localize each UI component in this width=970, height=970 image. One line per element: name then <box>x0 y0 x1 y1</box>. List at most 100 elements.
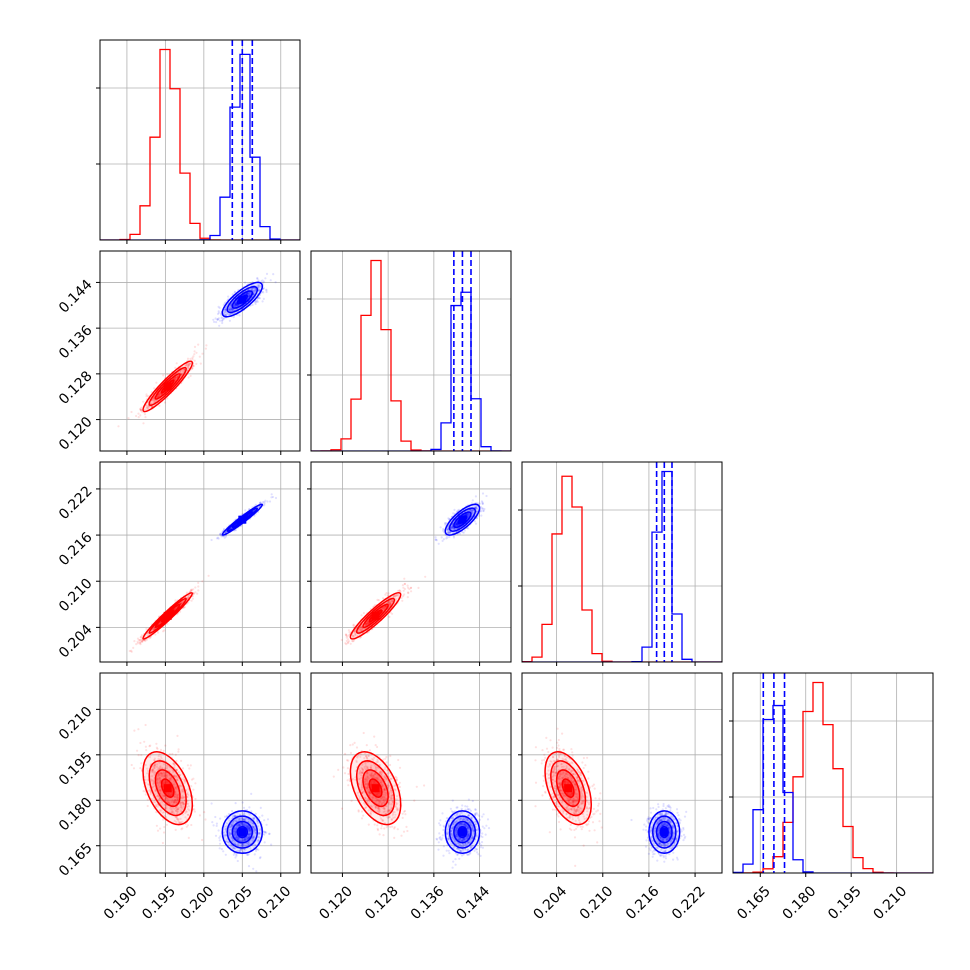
scatter-point <box>340 638 343 642</box>
histogram-step-series-0 <box>522 475 722 662</box>
scatter-point <box>402 586 405 589</box>
scatter-point <box>352 635 355 638</box>
scatter-point <box>270 496 273 499</box>
scatter-point <box>154 789 157 792</box>
scatter-point <box>231 308 234 312</box>
scatter-point <box>455 523 458 526</box>
scatter-point <box>262 297 265 300</box>
scatter-point <box>149 778 153 781</box>
scatter-point <box>444 523 447 526</box>
scatter-point <box>184 779 187 783</box>
scatter-point <box>181 813 184 816</box>
scatter-point <box>475 510 479 513</box>
scatter-point <box>146 772 149 775</box>
scatter-point <box>138 407 142 411</box>
scatter-point <box>160 772 163 775</box>
scatter-point <box>176 794 179 797</box>
scatter-point <box>189 764 192 767</box>
scatter-point <box>260 280 263 283</box>
scatter-point <box>187 596 190 599</box>
scatter-point <box>351 640 354 643</box>
scatter-point <box>257 289 261 292</box>
scatter-point <box>407 591 410 594</box>
scatter-point <box>187 376 190 379</box>
scatter-point <box>403 582 406 586</box>
scatter-point <box>224 531 227 534</box>
scatter-point <box>201 580 204 583</box>
scatter-point <box>182 778 186 781</box>
scatter-point <box>186 357 190 360</box>
scatter-point <box>389 603 392 606</box>
scatter-point <box>366 620 369 623</box>
scatter-point <box>366 622 369 625</box>
scatter-point <box>257 285 260 288</box>
scatter-point <box>192 355 195 358</box>
scatter-point <box>189 589 192 592</box>
scatter-point <box>152 769 155 772</box>
scatter-point <box>164 767 167 770</box>
scatter-point <box>181 807 184 810</box>
scatter-point <box>139 643 142 646</box>
scatter-point <box>480 514 483 517</box>
scatter-point <box>470 508 473 511</box>
scatter-point <box>174 366 177 369</box>
scatter-point <box>175 816 178 819</box>
scatter-point <box>254 288 257 291</box>
scatter-point <box>360 614 363 617</box>
scatter-point <box>229 303 233 306</box>
scatter-point <box>192 777 195 780</box>
scatter-point <box>220 535 223 538</box>
scatter-point <box>395 594 398 598</box>
scatter-point <box>194 797 197 801</box>
scatter-point <box>258 501 262 505</box>
scatter-point <box>442 529 445 532</box>
scatter-point <box>155 746 158 749</box>
scatter-point <box>456 509 459 512</box>
scatter-point <box>139 767 142 770</box>
scatter-point <box>143 639 146 642</box>
scatter-point <box>143 408 146 411</box>
scatter-point <box>234 304 238 307</box>
scatter-point <box>227 295 230 298</box>
scatter-point <box>147 405 150 408</box>
scatter-point <box>234 303 237 306</box>
scatter-point <box>256 277 259 280</box>
scatter-point <box>174 790 177 793</box>
scatter-point <box>177 750 180 753</box>
scatter-point <box>186 363 189 366</box>
scatter-point <box>187 836 190 840</box>
scatter-point <box>136 640 139 643</box>
scatter-point <box>197 343 200 346</box>
scatter-point <box>224 307 227 311</box>
scatter-point <box>176 797 179 800</box>
scatter-point <box>354 633 357 636</box>
scatter-point <box>237 304 240 307</box>
scatter-point <box>233 308 236 311</box>
density-peak <box>458 515 467 524</box>
scatter-point <box>151 629 154 632</box>
panel-frame <box>521 461 723 663</box>
scatter-point <box>147 783 150 786</box>
scatter-point <box>174 376 177 379</box>
scatter-point <box>186 764 189 767</box>
scatter-point <box>214 317 217 320</box>
scatter-point <box>180 788 183 792</box>
scatter-point <box>385 604 388 608</box>
scatter-point <box>165 804 168 807</box>
scatter-point <box>445 537 448 540</box>
scatter-point <box>359 625 362 629</box>
scatter-point <box>153 765 156 768</box>
scatter-point <box>156 747 159 750</box>
scatter-point <box>255 300 258 303</box>
scatter-point <box>248 294 251 298</box>
scatter-point <box>155 742 158 745</box>
scatter-point <box>234 290 237 293</box>
scatter-point <box>157 772 160 775</box>
scatter-point <box>156 395 159 398</box>
scatter-point <box>187 793 190 797</box>
scatter-point <box>467 527 470 530</box>
scatter-point <box>165 774 168 777</box>
scatter-point <box>481 502 484 505</box>
scatter-point <box>190 785 193 788</box>
